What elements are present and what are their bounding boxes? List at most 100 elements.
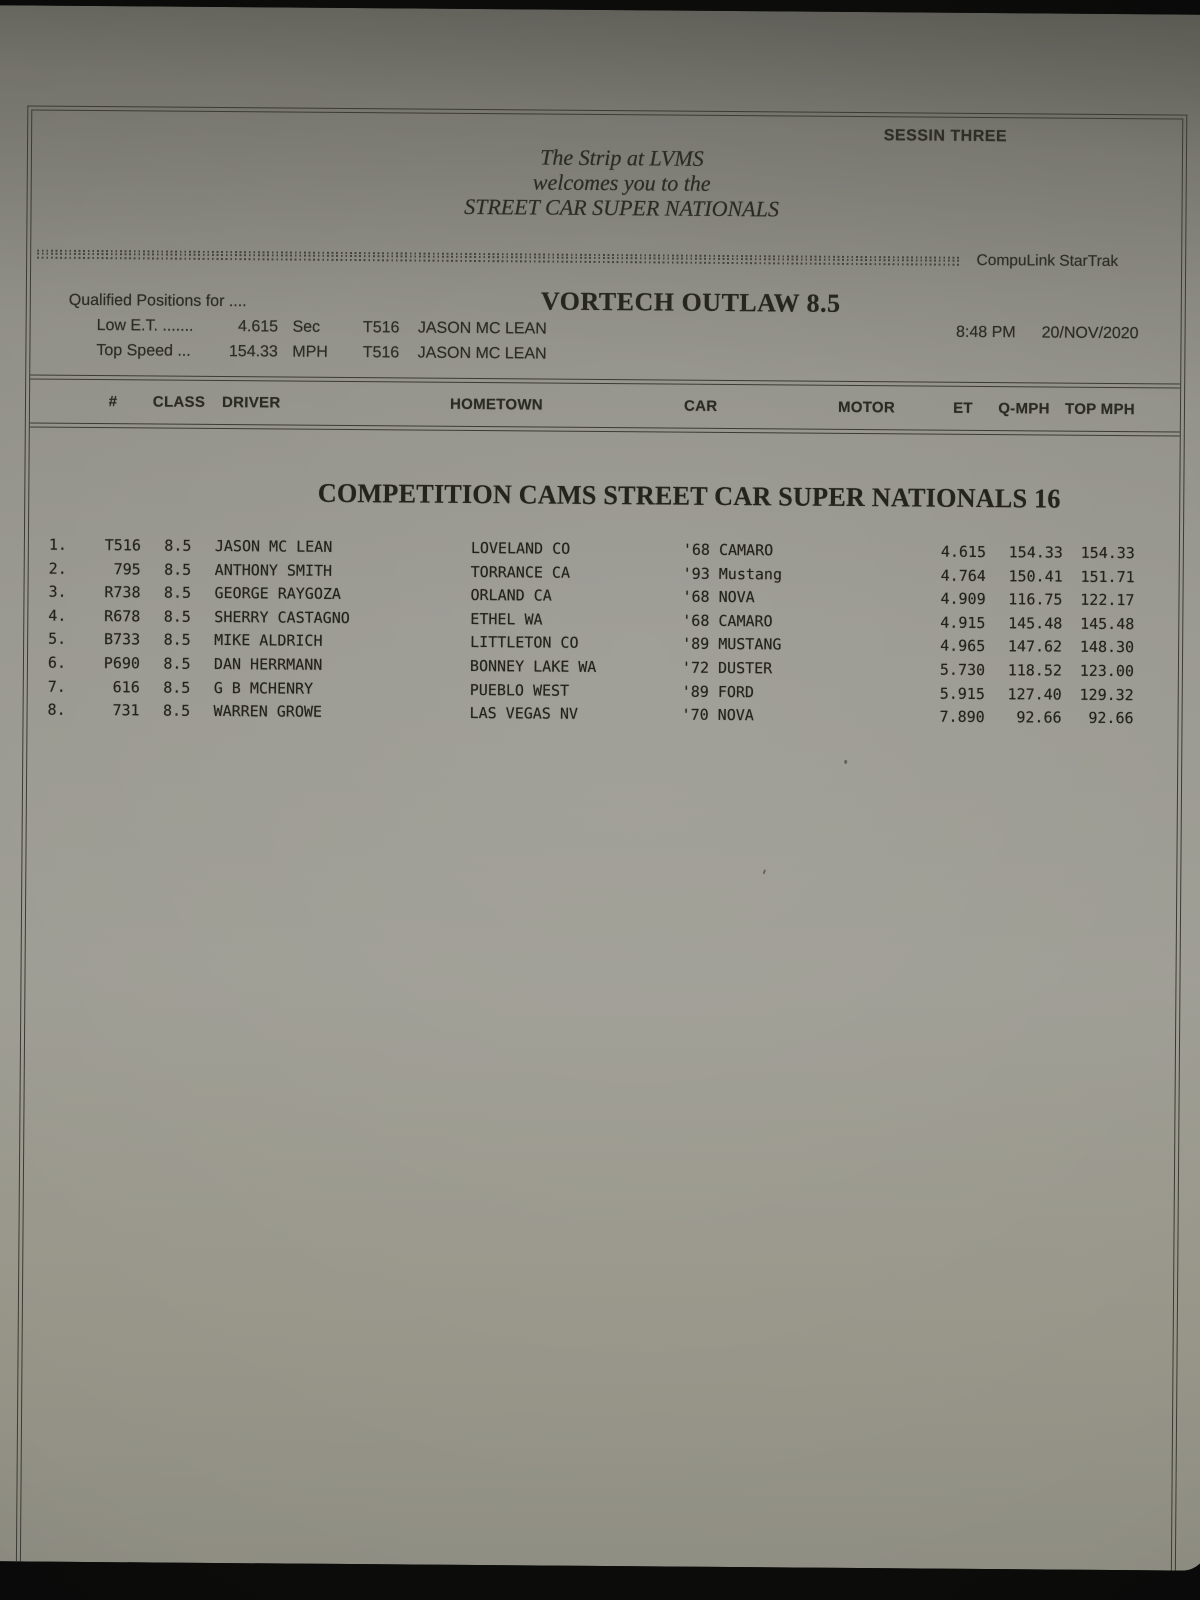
paper-sheet: SESSIN THREE The Strip at LVMS welcomes …: [0, 5, 1200, 1571]
cell-et: 4.915: [940, 613, 986, 632]
low-et-value: 4.615: [237, 318, 279, 336]
cell-driver: SHERRY CASTAGNO: [214, 607, 350, 627]
cell-top-mph: 122.17: [1080, 590, 1135, 610]
cell-qmph: 154.33: [1008, 543, 1063, 562]
col-header-hometown: HOMETOWN: [449, 395, 544, 414]
cell-car-number: R678: [104, 606, 141, 626]
cell-car-number: R738: [104, 583, 141, 602]
cell-top-mph: 148.30: [1079, 638, 1135, 657]
cell-car-number: 731: [112, 701, 140, 720]
cell-driver: JASON MC LEAN: [214, 536, 333, 556]
cell-hometown: LAS VEGAS NV: [469, 704, 579, 723]
print-time: 8:48 PM: [955, 323, 1016, 342]
cell-hometown: ETHEL WA: [470, 609, 543, 629]
print-date: 20/NOV/2020: [1041, 324, 1139, 343]
cell-class: 8.5: [162, 701, 191, 720]
cell-et: 4.615: [940, 542, 987, 562]
low-et-holder-number: T516: [362, 319, 400, 337]
cell-class: 8.5: [163, 607, 191, 626]
table-rows: 1. T516 8.5 JASON MC LEAN LOVELAND CO '6…: [27, 534, 1178, 732]
top-speed-unit: MPH: [292, 343, 328, 361]
cell-qmph: 127.40: [1007, 684, 1062, 704]
col-header-driver: DRIVER: [221, 394, 281, 412]
cell-position: 7.: [47, 677, 66, 696]
cell-position: 8.: [47, 700, 66, 719]
cell-hometown: LOVELAND CO: [470, 538, 571, 558]
cell-et: 5.915: [939, 684, 985, 703]
cell-motor: [851, 540, 941, 564]
cell-hometown: TORRANCE CA: [470, 562, 571, 582]
cell-hometown: LITTLETON CO: [470, 633, 579, 653]
cell-hometown: BONNEY LAKE WA: [469, 656, 597, 676]
top-speed-label: Top Speed ...: [96, 342, 191, 360]
cell-car-number: P690: [103, 654, 141, 673]
cell-position: 5.: [48, 630, 67, 649]
section-title: COMPETITION CAMS STREET CAR SUPER NATION…: [317, 477, 1061, 514]
cell-motor: [850, 658, 940, 682]
cell-position: 3.: [48, 582, 67, 601]
cell-car-number: B733: [103, 630, 141, 649]
cell-et: 5.730: [939, 660, 986, 679]
cell-driver: ANTHONY SMITH: [214, 560, 333, 580]
cell-driver: WARREN GROWE: [213, 702, 323, 721]
cell-class: 8.5: [163, 678, 191, 697]
col-header-class: CLASS: [152, 393, 206, 411]
timestamp: 8:48 PM 20/NOV/2020: [956, 324, 1139, 343]
cell-driver: DAN HERRMANN: [213, 654, 323, 674]
cell-motor: [850, 634, 940, 658]
qualifying-table: # CLASS DRIVER HOMETOWN CAR MOTOR ET Q-M…: [27, 374, 1181, 732]
cell-top-mph: 145.48: [1080, 614, 1135, 633]
low-et-row: Low E.T. ....... 4.615 Sec T516 JASON MC…: [97, 317, 547, 339]
cell-qmph: 92.66: [1016, 708, 1062, 727]
cell-car-number: 616: [112, 677, 140, 696]
cell-top-mph: 123.00: [1079, 661, 1135, 681]
cell-position: 6.: [47, 653, 67, 672]
cell-qmph: 147.62: [1007, 637, 1063, 656]
col-header-car: CAR: [683, 397, 718, 415]
col-header-top-mph: TOP MPH: [1064, 400, 1136, 419]
printed-inner-frame: SESSIN THREE The Strip at LVMS welcomes …: [19, 109, 1184, 1571]
cell-qmph: 150.41: [1008, 566, 1063, 586]
welcome-text-block: The Strip at LVMS welcomes you to the ST…: [31, 141, 1182, 225]
cell-driver: GEORGE RAYGOZA: [214, 584, 342, 604]
cell-car: '68 CAMARO: [682, 540, 774, 560]
cell-driver: G B MCHENRY: [213, 678, 314, 698]
cell-hometown: ORLAND CA: [470, 586, 552, 605]
col-header-number: #: [108, 393, 118, 411]
cell-position: 2.: [48, 559, 67, 578]
cell-motor: [850, 682, 940, 706]
cell-class: 8.5: [163, 654, 191, 673]
cell-car-number: T516: [104, 536, 141, 555]
col-header-motor: MOTOR: [837, 398, 896, 417]
cell-motor: [850, 587, 940, 611]
cell-motor: [849, 705, 939, 729]
cell-car-number: 795: [113, 559, 141, 578]
session-label: SESSIN THREE: [883, 127, 1008, 146]
timing-system-brand: CompuLink StarTrak: [976, 251, 1119, 271]
col-header-qmph: Q-MPH: [998, 400, 1050, 418]
low-et-label: Low E.T. .......: [96, 317, 194, 335]
cell-class: 8.5: [164, 560, 192, 579]
cell-et: 4.965: [940, 637, 986, 656]
low-et-unit: Sec: [292, 318, 321, 336]
low-et-holder-name: JASON MC LEAN: [417, 319, 547, 338]
cell-class: 8.5: [163, 630, 191, 650]
top-speed-row: Top Speed ... 154.33 MPH T516 JASON MC L…: [96, 342, 546, 364]
cell-motor: [850, 611, 940, 635]
cell-position: 1.: [48, 535, 68, 554]
cell-driver: MIKE ALDRICH: [214, 631, 323, 651]
paper-speck: [844, 759, 848, 764]
cell-car: '93 Mustang: [682, 564, 783, 584]
cell-car: '68 CAMARO: [682, 611, 773, 631]
event-info-block: VORTECH OUTLAW 8.5 Qualified Positions f…: [30, 281, 1181, 390]
cell-position: 4.: [48, 606, 67, 625]
top-speed-value: 154.33: [228, 343, 278, 361]
top-speed-holder-number: T516: [362, 344, 400, 362]
cell-class: 8.5: [164, 536, 192, 555]
col-header-et: ET: [953, 399, 973, 417]
cell-car: '70 NOVA: [681, 705, 754, 725]
cell-top-mph: 154.33: [1080, 543, 1135, 563]
cell-motor: [851, 564, 941, 588]
cell-car: '68 NOVA: [682, 587, 755, 607]
cell-qmph: 118.52: [1007, 661, 1063, 680]
